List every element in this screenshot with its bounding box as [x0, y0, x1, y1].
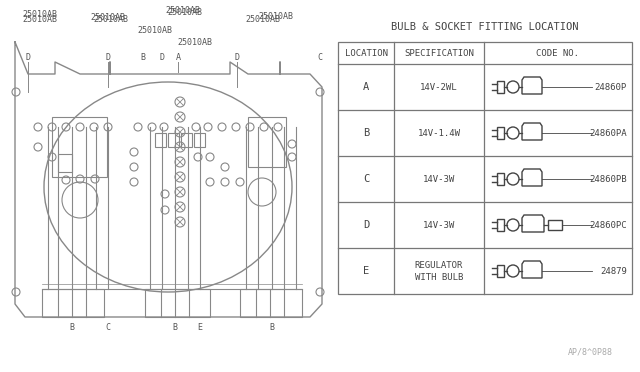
Text: 25010AB: 25010AB — [90, 13, 125, 22]
Text: D: D — [234, 52, 239, 61]
Text: 25010AB: 25010AB — [245, 15, 280, 23]
Text: E: E — [363, 266, 369, 276]
Bar — [168, 133, 179, 147]
Text: B: B — [141, 52, 145, 61]
Bar — [145, 289, 210, 317]
Text: 25010AB: 25010AB — [166, 6, 200, 15]
Text: 24860PA: 24860PA — [589, 128, 627, 138]
Text: CODE NO.: CODE NO. — [536, 48, 579, 58]
Text: D: D — [159, 52, 164, 61]
Text: C: C — [363, 174, 369, 184]
Bar — [155, 133, 166, 147]
Bar — [497, 265, 504, 277]
Text: 14V-3W: 14V-3W — [423, 221, 455, 230]
Bar — [548, 220, 562, 230]
Text: 14V-3W: 14V-3W — [423, 174, 455, 183]
Bar — [240, 289, 302, 317]
Text: C: C — [106, 323, 111, 331]
Bar — [248, 117, 286, 167]
Text: 25010AB: 25010AB — [258, 12, 293, 20]
Text: C: C — [317, 52, 323, 61]
Text: SPECIFICATION: SPECIFICATION — [404, 48, 474, 58]
Text: 25010AB: 25010AB — [177, 38, 212, 46]
Text: 24860PB: 24860PB — [589, 174, 627, 183]
Text: 14V-1.4W: 14V-1.4W — [417, 128, 461, 138]
Bar — [497, 127, 504, 139]
Text: 25010AB: 25010AB — [22, 15, 57, 23]
Text: 25010AB: 25010AB — [138, 26, 173, 35]
Text: 25010AB: 25010AB — [93, 15, 128, 23]
Text: A: A — [363, 82, 369, 92]
Text: A: A — [175, 52, 180, 61]
Text: B: B — [173, 323, 177, 331]
Text: REGULATOR: REGULATOR — [415, 260, 463, 269]
Bar — [497, 219, 504, 231]
Text: 25010AB: 25010AB — [22, 10, 57, 19]
Text: 25010AB: 25010AB — [168, 7, 202, 16]
Text: WITH BULB: WITH BULB — [415, 273, 463, 282]
Bar — [181, 133, 192, 147]
Text: AP/8^0P88: AP/8^0P88 — [568, 347, 612, 356]
Text: 24879: 24879 — [600, 266, 627, 276]
Text: 24860PC: 24860PC — [589, 221, 627, 230]
Text: D: D — [106, 52, 111, 61]
Text: B: B — [269, 323, 275, 331]
Text: E: E — [198, 323, 202, 331]
Bar — [497, 81, 504, 93]
Bar — [497, 173, 504, 185]
Bar — [338, 42, 632, 294]
Bar — [194, 133, 205, 147]
Bar — [58, 154, 72, 172]
Text: 24860P: 24860P — [595, 83, 627, 92]
Text: 14V-2WL: 14V-2WL — [420, 83, 458, 92]
Text: LOCATION: LOCATION — [344, 48, 387, 58]
Text: D: D — [26, 52, 31, 61]
Bar — [52, 117, 107, 177]
Text: BULB & SOCKET FITTING LOCATION: BULB & SOCKET FITTING LOCATION — [391, 22, 579, 32]
Text: B: B — [70, 323, 74, 331]
Text: B: B — [363, 128, 369, 138]
Text: D: D — [363, 220, 369, 230]
Bar — [42, 289, 104, 317]
